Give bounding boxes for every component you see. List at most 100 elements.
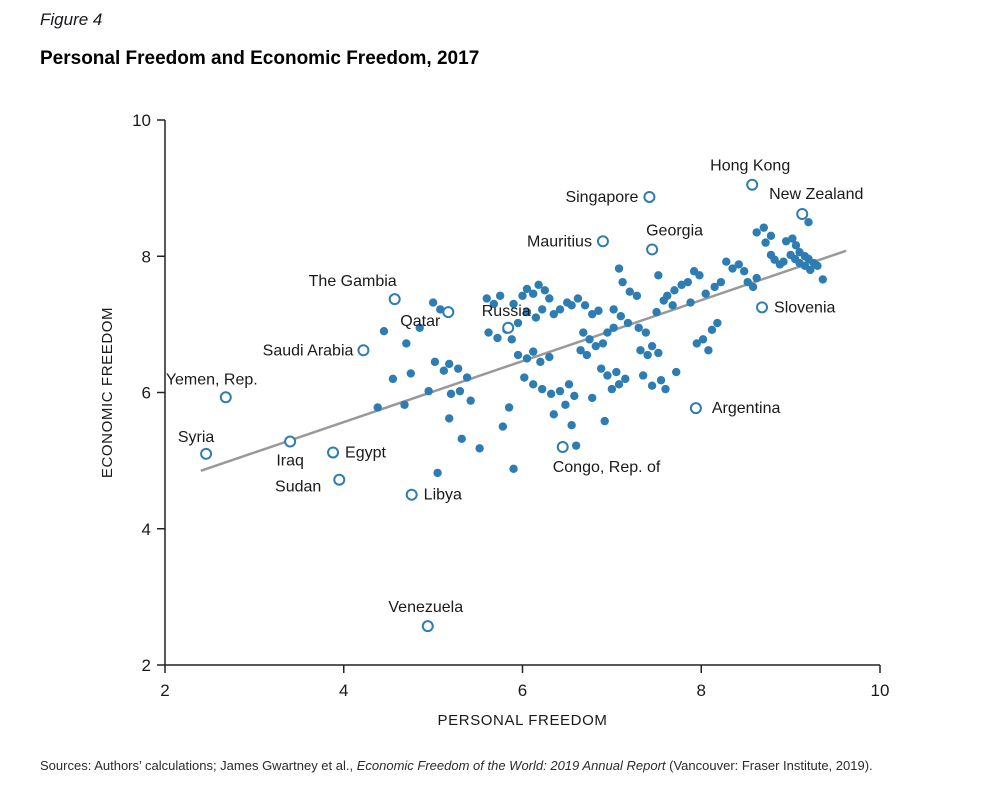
- scatter-point: [743, 277, 752, 287]
- labeled-point-slovenia: [756, 301, 769, 314]
- scatter-point: [818, 275, 827, 284]
- scatter-point: [596, 364, 606, 373]
- x-tick-label: 10: [871, 681, 890, 700]
- scatter-point: [710, 282, 719, 292]
- scatter-point: [698, 335, 708, 344]
- scatter-point: [770, 255, 779, 264]
- source-report-title: Economic Freedom of the World: 2019 Annu…: [356, 758, 666, 773]
- country-label-singapore: Singapore: [565, 189, 638, 206]
- country-label-libya: Libya: [424, 487, 462, 504]
- scatter-point: [453, 364, 463, 373]
- scatter-point: [513, 318, 523, 328]
- figure-label: Figure 4: [40, 10, 103, 29]
- scatter-point: [567, 301, 576, 310]
- labeled-point-sudan: [333, 473, 346, 486]
- scatter-point: [549, 410, 558, 419]
- x-tick-label: 4: [339, 681, 348, 700]
- labeled-point-russia: [502, 321, 515, 334]
- scatter-point: [609, 305, 618, 314]
- scatter-point: [402, 339, 411, 348]
- scatter-point: [752, 273, 761, 283]
- scatter-point: [652, 307, 661, 317]
- scatter-point: [546, 389, 556, 399]
- scatter-point: [571, 441, 581, 450]
- scatter-point: [609, 323, 618, 332]
- scatter-point: [531, 313, 541, 322]
- y-tick-label: 8: [142, 247, 151, 266]
- scatter-point: [445, 359, 454, 369]
- scatter-point: [668, 301, 677, 310]
- scatter-point: [734, 260, 743, 269]
- country-label-sudan: Sudan: [275, 479, 321, 496]
- scatter-point: [507, 335, 516, 344]
- page-title: Personal Freedom and Economic Freedom, 2…: [40, 48, 480, 69]
- scatter-point: [632, 291, 642, 300]
- scatter-point: [641, 328, 651, 337]
- scatter-point: [536, 357, 545, 367]
- scatter-point: [806, 265, 815, 275]
- scatter-point: [582, 350, 592, 360]
- scatter-point: [439, 366, 449, 375]
- scatter-point: [748, 282, 758, 292]
- country-label-egypt: Egypt: [345, 444, 386, 461]
- scatter-point: [647, 381, 657, 390]
- source-suffix: (Vancouver: Fraser Institute, 2019).: [665, 758, 873, 773]
- scatter-point: [529, 289, 538, 298]
- scatter-point: [603, 328, 612, 337]
- scatter-point: [781, 237, 791, 246]
- country-label-new-zealand: New Zealand: [769, 186, 863, 203]
- scatter-point: [616, 312, 626, 321]
- country-label-slovenia: Slovenia: [774, 299, 835, 316]
- scatter-point: [766, 231, 776, 241]
- scatter-point: [495, 291, 505, 300]
- scatter-point: [683, 277, 693, 287]
- scatter-point: [466, 396, 475, 405]
- scatter-point: [607, 384, 617, 394]
- scatter-point: [576, 346, 585, 355]
- trend-line: [200, 249, 847, 473]
- scatter-point: [594, 306, 603, 315]
- scatter-point: [580, 301, 590, 310]
- scatter-point: [788, 234, 797, 243]
- scatter-point: [564, 380, 574, 389]
- country-label-hong-kong: Hong Kong: [710, 158, 790, 175]
- scatter-point: [638, 371, 648, 380]
- scatter-point: [570, 391, 579, 401]
- x-tick-label: 8: [697, 681, 706, 700]
- scatter-point: [612, 367, 621, 377]
- scatter-point: [513, 350, 523, 360]
- scatter-point: [588, 309, 597, 319]
- scatter-point: [522, 354, 532, 363]
- scatter-point: [445, 414, 454, 423]
- scatter-point: [761, 238, 770, 247]
- scatter-point: [504, 403, 514, 412]
- scatter-point: [555, 305, 565, 314]
- scatter-point: [457, 434, 466, 444]
- scatter-point: [529, 380, 538, 389]
- country-label-russia: Russia: [482, 303, 531, 320]
- labeled-point-syria: [200, 447, 213, 460]
- scatter-point: [455, 386, 465, 396]
- scatter-point: [534, 280, 543, 290]
- scatter-point: [759, 223, 769, 232]
- labeled-point-argentina: [689, 402, 702, 415]
- scatter-point: [636, 346, 645, 355]
- scatter-point: [424, 386, 433, 396]
- scatter-point: [545, 352, 554, 362]
- scatter-point: [672, 367, 681, 377]
- country-label-venezuela: Venezuela: [388, 599, 463, 616]
- country-label-iraq: Iraq: [276, 453, 304, 470]
- scatter-point: [752, 228, 761, 237]
- scatter-point: [598, 339, 608, 348]
- scatter-point: [722, 257, 731, 266]
- scatter-point: [529, 347, 538, 356]
- scatter-point: [695, 271, 704, 280]
- labeled-point-venezuela: [421, 620, 434, 633]
- scatter-point: [520, 373, 529, 382]
- labeled-point-iraq: [284, 435, 297, 448]
- scatter-point: [561, 400, 570, 409]
- scatter-point: [634, 323, 643, 332]
- scatter-point: [522, 284, 532, 294]
- scatter-point: [647, 341, 657, 351]
